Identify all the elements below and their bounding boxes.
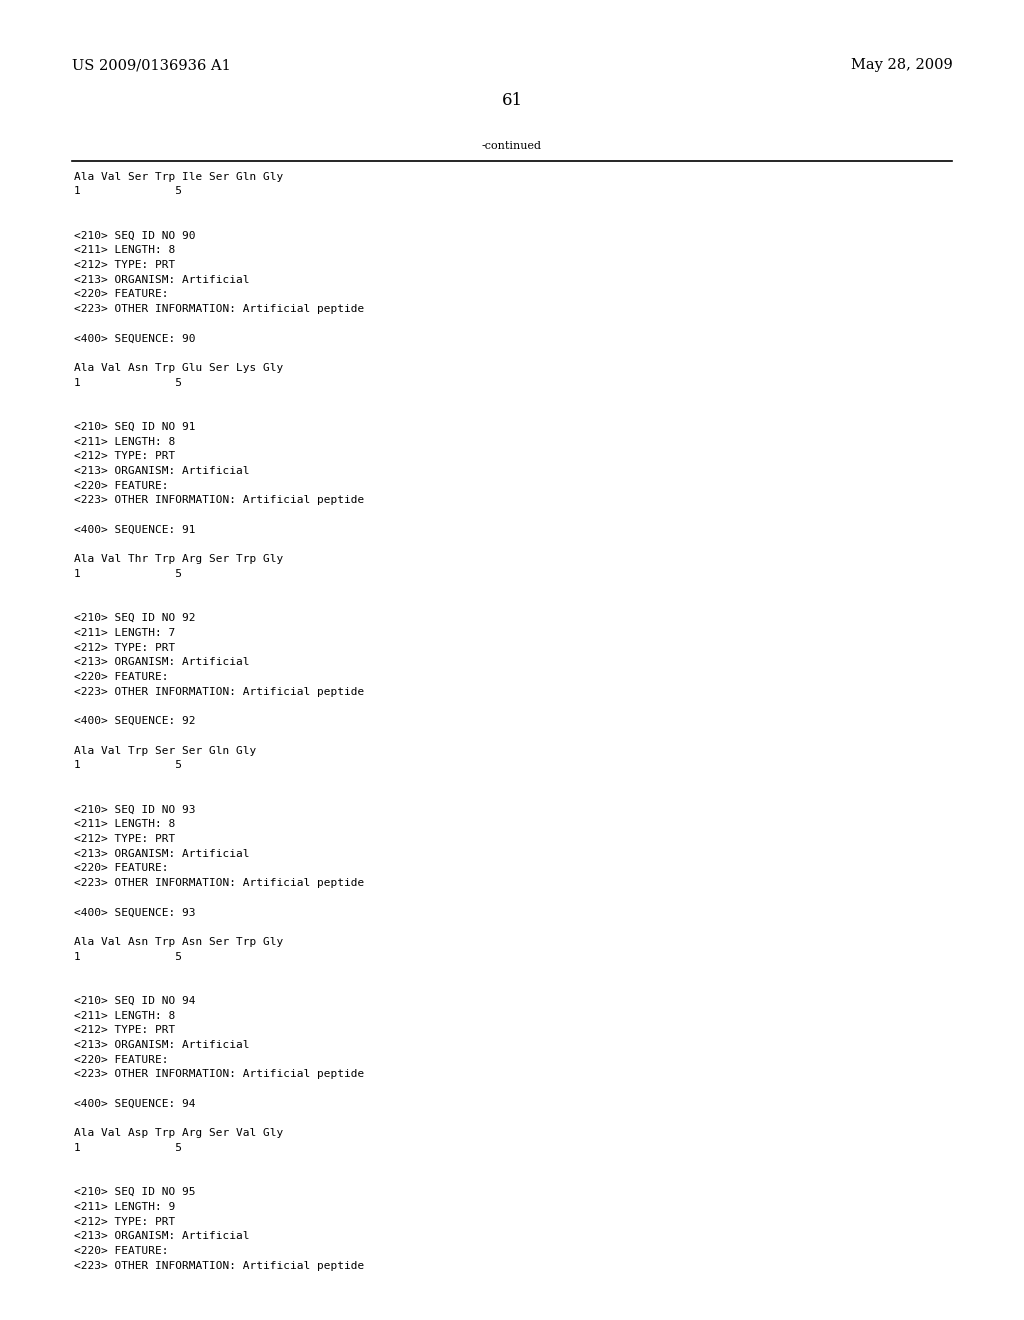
- Text: <213> ORGANISM: Artificial: <213> ORGANISM: Artificial: [74, 275, 249, 285]
- Text: Ala Val Ser Trp Ile Ser Gln Gly: Ala Val Ser Trp Ile Ser Gln Gly: [74, 172, 283, 182]
- Text: <210> SEQ ID NO 92: <210> SEQ ID NO 92: [74, 612, 196, 623]
- Text: -continued: -continued: [482, 141, 542, 152]
- Text: <223> OTHER INFORMATION: Artificial peptide: <223> OTHER INFORMATION: Artificial pept…: [74, 304, 364, 314]
- Text: Ala Val Asn Trp Glu Ser Lys Gly: Ala Val Asn Trp Glu Ser Lys Gly: [74, 363, 283, 374]
- Text: <213> ORGANISM: Artificial: <213> ORGANISM: Artificial: [74, 466, 249, 477]
- Text: 1              5: 1 5: [74, 378, 181, 388]
- Text: <223> OTHER INFORMATION: Artificial peptide: <223> OTHER INFORMATION: Artificial pept…: [74, 1069, 364, 1080]
- Text: Ala Val Asn Trp Asn Ser Trp Gly: Ala Val Asn Trp Asn Ser Trp Gly: [74, 937, 283, 946]
- Text: <213> ORGANISM: Artificial: <213> ORGANISM: Artificial: [74, 657, 249, 668]
- Text: <212> TYPE: PRT: <212> TYPE: PRT: [74, 1217, 175, 1226]
- Text: <211> LENGTH: 8: <211> LENGTH: 8: [74, 246, 175, 255]
- Text: 1              5: 1 5: [74, 952, 181, 962]
- Text: <212> TYPE: PRT: <212> TYPE: PRT: [74, 260, 175, 269]
- Text: 1              5: 1 5: [74, 760, 181, 771]
- Text: <211> LENGTH: 8: <211> LENGTH: 8: [74, 437, 175, 446]
- Text: <212> TYPE: PRT: <212> TYPE: PRT: [74, 1026, 175, 1035]
- Text: <213> ORGANISM: Artificial: <213> ORGANISM: Artificial: [74, 1040, 249, 1049]
- Text: <210> SEQ ID NO 90: <210> SEQ ID NO 90: [74, 231, 196, 240]
- Text: <210> SEQ ID NO 94: <210> SEQ ID NO 94: [74, 995, 196, 1006]
- Text: <220> FEATURE:: <220> FEATURE:: [74, 480, 168, 491]
- Text: <211> LENGTH: 9: <211> LENGTH: 9: [74, 1201, 175, 1212]
- Text: <400> SEQUENCE: 94: <400> SEQUENCE: 94: [74, 1098, 196, 1109]
- Text: <212> TYPE: PRT: <212> TYPE: PRT: [74, 834, 175, 843]
- Text: <400> SEQUENCE: 92: <400> SEQUENCE: 92: [74, 717, 196, 726]
- Text: <210> SEQ ID NO 91: <210> SEQ ID NO 91: [74, 422, 196, 432]
- Text: <223> OTHER INFORMATION: Artificial peptide: <223> OTHER INFORMATION: Artificial pept…: [74, 878, 364, 888]
- Text: <220> FEATURE:: <220> FEATURE:: [74, 1055, 168, 1065]
- Text: 61: 61: [502, 92, 522, 110]
- Text: <220> FEATURE:: <220> FEATURE:: [74, 289, 168, 300]
- Text: <211> LENGTH: 8: <211> LENGTH: 8: [74, 1011, 175, 1020]
- Text: Ala Val Thr Trp Arg Ser Trp Gly: Ala Val Thr Trp Arg Ser Trp Gly: [74, 554, 283, 564]
- Text: <223> OTHER INFORMATION: Artificial peptide: <223> OTHER INFORMATION: Artificial pept…: [74, 1261, 364, 1271]
- Text: <220> FEATURE:: <220> FEATURE:: [74, 863, 168, 874]
- Text: <220> FEATURE:: <220> FEATURE:: [74, 1246, 168, 1257]
- Text: <211> LENGTH: 8: <211> LENGTH: 8: [74, 820, 175, 829]
- Text: <212> TYPE: PRT: <212> TYPE: PRT: [74, 451, 175, 461]
- Text: Ala Val Trp Ser Ser Gln Gly: Ala Val Trp Ser Ser Gln Gly: [74, 746, 256, 755]
- Text: <210> SEQ ID NO 93: <210> SEQ ID NO 93: [74, 804, 196, 814]
- Text: <211> LENGTH: 7: <211> LENGTH: 7: [74, 628, 175, 638]
- Text: 1              5: 1 5: [74, 186, 181, 197]
- Text: <400> SEQUENCE: 93: <400> SEQUENCE: 93: [74, 908, 196, 917]
- Text: US 2009/0136936 A1: US 2009/0136936 A1: [72, 58, 230, 73]
- Text: 1              5: 1 5: [74, 569, 181, 579]
- Text: <220> FEATURE:: <220> FEATURE:: [74, 672, 168, 682]
- Text: <213> ORGANISM: Artificial: <213> ORGANISM: Artificial: [74, 849, 249, 858]
- Text: <223> OTHER INFORMATION: Artificial peptide: <223> OTHER INFORMATION: Artificial pept…: [74, 495, 364, 506]
- Text: <400> SEQUENCE: 91: <400> SEQUENCE: 91: [74, 525, 196, 535]
- Text: <212> TYPE: PRT: <212> TYPE: PRT: [74, 643, 175, 652]
- Text: 1              5: 1 5: [74, 1143, 181, 1152]
- Text: <400> SEQUENCE: 90: <400> SEQUENCE: 90: [74, 334, 196, 343]
- Text: May 28, 2009: May 28, 2009: [851, 58, 952, 73]
- Text: <213> ORGANISM: Artificial: <213> ORGANISM: Artificial: [74, 1232, 249, 1241]
- Text: Ala Val Asp Trp Arg Ser Val Gly: Ala Val Asp Trp Arg Ser Val Gly: [74, 1129, 283, 1138]
- Text: <223> OTHER INFORMATION: Artificial peptide: <223> OTHER INFORMATION: Artificial pept…: [74, 686, 364, 697]
- Text: <210> SEQ ID NO 95: <210> SEQ ID NO 95: [74, 1187, 196, 1197]
